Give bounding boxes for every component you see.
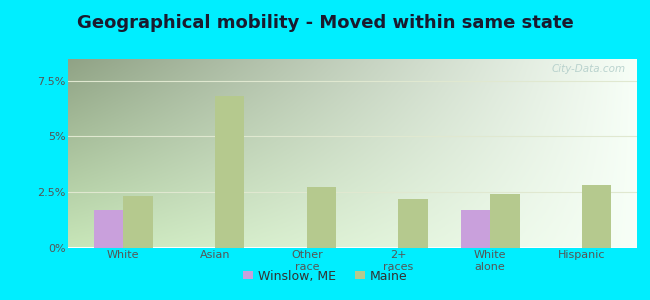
Bar [215, 96, 244, 248]
Bar [124, 196, 153, 247]
Bar [461, 210, 490, 248]
Bar [307, 188, 336, 248]
Text: Geographical mobility - Moved within same state: Geographical mobility - Moved within sam… [77, 14, 573, 32]
Bar [398, 199, 428, 248]
Legend: Winslow, ME, Maine: Winslow, ME, Maine [238, 265, 412, 288]
Bar [94, 210, 124, 248]
Bar [582, 185, 611, 248]
Text: City-Data.com: City-Data.com [551, 64, 625, 74]
Bar [490, 194, 519, 247]
